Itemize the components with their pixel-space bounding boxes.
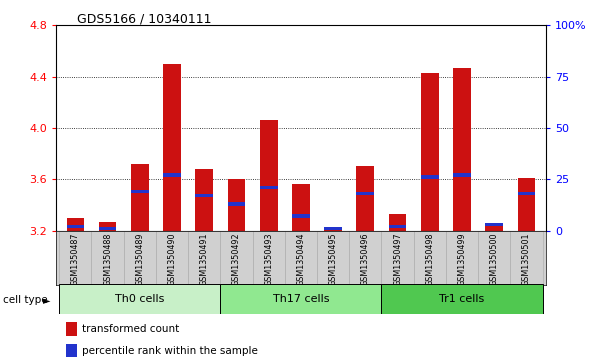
Text: GDS5166 / 10340111: GDS5166 / 10340111 bbox=[77, 13, 211, 26]
Bar bbox=[453, 68, 471, 231]
Bar bbox=[220, 284, 382, 314]
Bar bbox=[260, 120, 277, 231]
Bar bbox=[414, 231, 446, 285]
Bar bbox=[356, 166, 374, 231]
Bar bbox=[324, 227, 342, 230]
Bar bbox=[389, 225, 407, 228]
Text: GSM1350501: GSM1350501 bbox=[522, 232, 531, 286]
Text: GSM1350497: GSM1350497 bbox=[393, 232, 402, 286]
Text: GSM1350496: GSM1350496 bbox=[361, 232, 370, 286]
Bar bbox=[195, 194, 213, 197]
Bar bbox=[59, 231, 91, 285]
Text: GSM1350487: GSM1350487 bbox=[71, 232, 80, 286]
Bar bbox=[349, 231, 382, 285]
Bar bbox=[421, 73, 438, 231]
Bar bbox=[220, 231, 253, 285]
Bar bbox=[486, 223, 503, 226]
Bar bbox=[99, 227, 116, 230]
Bar bbox=[163, 173, 181, 177]
Bar bbox=[163, 64, 181, 231]
Bar bbox=[131, 190, 149, 193]
Bar bbox=[99, 221, 116, 231]
Text: GSM1350493: GSM1350493 bbox=[264, 232, 273, 286]
Bar bbox=[67, 225, 84, 228]
Text: GSM1350499: GSM1350499 bbox=[457, 232, 467, 286]
Text: GSM1350490: GSM1350490 bbox=[168, 232, 176, 286]
Bar bbox=[389, 214, 407, 231]
Bar bbox=[285, 231, 317, 285]
Bar bbox=[188, 231, 220, 285]
Text: GSM1350498: GSM1350498 bbox=[425, 232, 434, 286]
Text: ►: ► bbox=[43, 295, 51, 305]
Bar bbox=[478, 231, 510, 285]
Text: Th17 cells: Th17 cells bbox=[273, 294, 329, 304]
Bar bbox=[382, 231, 414, 285]
Bar bbox=[59, 284, 220, 314]
Bar bbox=[91, 231, 124, 285]
Bar bbox=[228, 179, 245, 231]
Bar bbox=[228, 202, 245, 206]
Text: GSM1350488: GSM1350488 bbox=[103, 232, 112, 286]
Text: GSM1350492: GSM1350492 bbox=[232, 232, 241, 286]
Text: GSM1350489: GSM1350489 bbox=[135, 232, 145, 286]
Bar bbox=[421, 175, 438, 179]
Text: GSM1350491: GSM1350491 bbox=[200, 232, 209, 286]
Bar bbox=[382, 284, 543, 314]
Bar bbox=[124, 231, 156, 285]
Text: percentile rank within the sample: percentile rank within the sample bbox=[81, 346, 257, 356]
Text: Tr1 cells: Tr1 cells bbox=[440, 294, 484, 304]
Bar bbox=[131, 164, 149, 231]
Bar bbox=[66, 344, 77, 357]
Text: GSM1350500: GSM1350500 bbox=[490, 232, 499, 286]
Bar bbox=[292, 214, 310, 218]
Text: transformed count: transformed count bbox=[81, 324, 179, 334]
Bar bbox=[446, 231, 478, 285]
Text: Th0 cells: Th0 cells bbox=[115, 294, 165, 304]
Text: GSM1350494: GSM1350494 bbox=[296, 232, 306, 286]
Bar bbox=[253, 231, 285, 285]
Bar bbox=[453, 173, 471, 177]
Bar bbox=[260, 185, 277, 189]
Bar bbox=[292, 184, 310, 231]
Bar bbox=[67, 218, 84, 231]
Bar bbox=[195, 169, 213, 231]
Text: GSM1350495: GSM1350495 bbox=[329, 232, 337, 286]
Bar bbox=[510, 231, 543, 285]
Bar bbox=[356, 192, 374, 195]
Bar bbox=[324, 228, 342, 231]
Bar bbox=[66, 322, 77, 336]
Text: cell type: cell type bbox=[3, 295, 48, 305]
Bar bbox=[517, 178, 535, 231]
Bar bbox=[156, 231, 188, 285]
Bar bbox=[486, 223, 503, 231]
Bar bbox=[517, 192, 535, 195]
Bar bbox=[317, 231, 349, 285]
